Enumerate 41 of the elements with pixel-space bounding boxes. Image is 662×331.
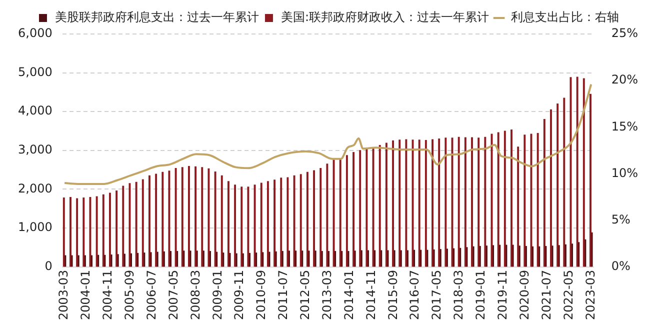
x-tick-label: 2009-01 bbox=[210, 270, 224, 320]
x-tick-label: 2019-11 bbox=[495, 270, 510, 320]
x-tick-label: 2019-01 bbox=[474, 270, 488, 320]
y-tick-label: 0 bbox=[44, 258, 52, 273]
x-tick-label: 2017-05 bbox=[430, 270, 444, 320]
y-tick-label: 2,000 bbox=[18, 181, 52, 196]
x-tick-label: 2007-05 bbox=[166, 270, 180, 320]
legend-label: 美股联邦政府利息支出：过去一年累计 bbox=[54, 10, 259, 24]
x-tick-label: 2014-01 bbox=[342, 270, 356, 320]
y-tick-label: 3,000 bbox=[18, 142, 52, 157]
x-tick-label: 2003-03 bbox=[56, 270, 71, 320]
x-tick-label: 2011-07 bbox=[276, 270, 290, 320]
x-tick-label: 2014-11 bbox=[364, 270, 378, 320]
y-tick-label: 1,000 bbox=[18, 220, 52, 234]
x-tick-label: 2008-03 bbox=[188, 270, 202, 320]
x-tick-label: 2006-07 bbox=[144, 270, 158, 320]
y2-tick-label: 0% bbox=[611, 258, 630, 273]
x-tick-label: 2016-07 bbox=[408, 270, 422, 320]
y2-tick-label: 10% bbox=[611, 166, 638, 180]
y2-tick-label: 15% bbox=[611, 119, 638, 134]
y-tick-label: 5,000 bbox=[18, 64, 52, 79]
x-tick-label: 2004-01 bbox=[78, 270, 93, 320]
y2-tick-label: 25% bbox=[611, 26, 638, 40]
x-tick-label: 2013-03 bbox=[320, 270, 334, 320]
x-tick-label: 2010-09 bbox=[254, 270, 268, 320]
x-tick-label: 2020-09 bbox=[517, 270, 532, 320]
x-tick-label: 2009-11 bbox=[232, 270, 246, 320]
y-tick-label: 6,000 bbox=[18, 26, 52, 40]
x-tick-label: 2021-07 bbox=[539, 270, 554, 320]
x-tick-label: 2015-09 bbox=[386, 270, 400, 320]
x-tick-label: 2022-05 bbox=[561, 270, 576, 320]
x-tick-label: 2018-03 bbox=[452, 270, 466, 320]
legend-label: 利息支出占比：右轴 bbox=[511, 10, 620, 24]
y-tick-label: 4,000 bbox=[18, 104, 52, 118]
x-tick-label: 2004-11 bbox=[100, 270, 115, 320]
x-tick-label: 2012-05 bbox=[298, 270, 312, 320]
x-tick-label: 2023-03 bbox=[583, 270, 598, 320]
y2-tick-label: 5% bbox=[611, 212, 630, 226]
x-tick-label: 2005-09 bbox=[122, 270, 136, 320]
y2-tick-label: 20% bbox=[611, 72, 638, 87]
legend-label: 美国:联邦政府财政收入：过去一年累计 bbox=[280, 10, 490, 24]
